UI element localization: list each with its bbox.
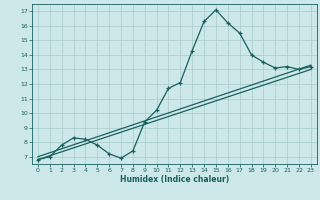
X-axis label: Humidex (Indice chaleur): Humidex (Indice chaleur) [120, 175, 229, 184]
